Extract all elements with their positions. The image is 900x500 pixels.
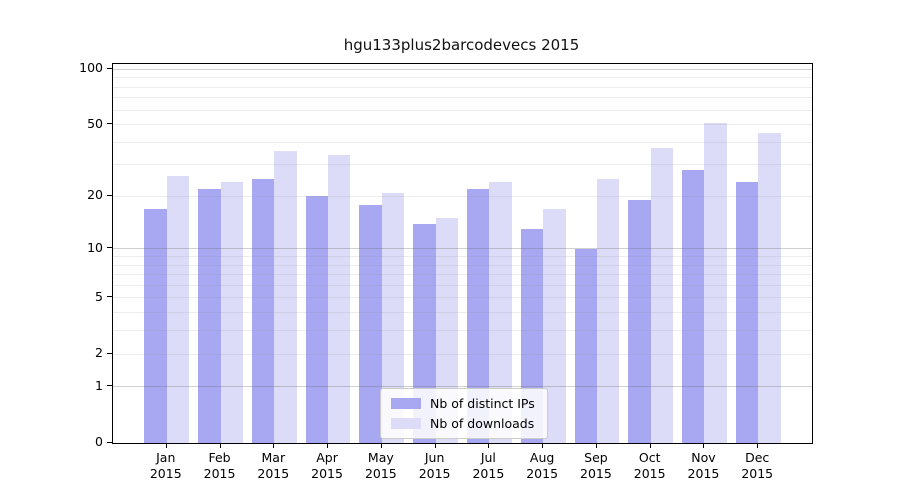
bar-distinct-ips-jul-2015: [466, 189, 490, 443]
bar-distinct-ips-sep-2015: [574, 248, 597, 443]
gridline-100: [113, 68, 812, 70]
x-tick-mar-2015: [273, 443, 275, 448]
x-tick-label-oct-2015: Oct 2015: [633, 450, 666, 481]
chart-title: hgu133plus2barcodevecs 2015: [343, 36, 580, 54]
x-tick-label-nov-2015: Nov 2015: [687, 450, 720, 481]
gridline-60: [113, 109, 812, 111]
gridline-70: [113, 97, 812, 99]
legend: Nb of distinct IPs Nb of downloads: [380, 388, 548, 439]
y-tick-label-0: 0: [95, 434, 103, 449]
y-tick-label-1: 1: [95, 377, 103, 393]
plot-area: Nb of distinct IPs Nb of downloads: [112, 63, 813, 444]
x-tick-label-mar-2015: Mar 2015: [257, 450, 290, 481]
x-tick-jun-2015: [434, 443, 436, 448]
x-tick-jan-2015: [165, 443, 167, 448]
y-tick-5: [107, 296, 112, 298]
y-tick-20: [107, 194, 112, 196]
bar-distinct-ips-nov-2015: [682, 170, 705, 443]
x-tick-may-2015: [380, 443, 382, 448]
bar-downloads-mar-2015: [274, 150, 297, 443]
bar-distinct-ips-may-2015: [359, 204, 382, 443]
x-tick-label-may-2015: May 2015: [364, 450, 397, 481]
y-tick-label-5: 5: [95, 288, 103, 304]
x-tick-label-feb-2015: Feb 2015: [203, 450, 236, 481]
bar-downloads-jun-2015: [435, 218, 458, 443]
y-tick-100: [107, 67, 112, 69]
x-tick-label-jul-2015: Jul 2015: [472, 450, 505, 481]
gridline-90: [113, 77, 812, 79]
y-tick-2: [107, 352, 112, 354]
bar-downloads-sep-2015: [596, 179, 620, 443]
legend-swatch-distinct-ips: [391, 398, 421, 409]
bar-downloads-jan-2015: [166, 176, 190, 443]
x-tick-label-apr-2015: Apr 2015: [311, 450, 343, 481]
y-tick-50: [107, 123, 112, 125]
bar-downloads-may-2015: [381, 192, 405, 443]
y-tick-label-10: 10: [87, 239, 103, 255]
gridline-80: [113, 86, 812, 88]
y-tick-label-50: 50: [87, 115, 103, 131]
y-tick-label-2: 2: [95, 345, 103, 361]
y-tick-10: [107, 247, 112, 249]
bar-downloads-feb-2015: [220, 182, 243, 443]
y-tick-label-100: 100: [79, 60, 103, 76]
x-tick-nov-2015: [703, 443, 705, 448]
bar-downloads-jul-2015: [489, 182, 512, 443]
x-tick-label-dec-2015: Dec 2015: [741, 450, 774, 481]
x-tick-feb-2015: [219, 443, 221, 448]
bar-downloads-nov-2015: [704, 122, 727, 443]
x-tick-apr-2015: [327, 443, 329, 448]
bar-distinct-ips-jan-2015: [144, 208, 167, 443]
bar-distinct-ips-mar-2015: [251, 179, 275, 443]
x-tick-jul-2015: [488, 443, 490, 448]
legend-label-downloads: Nb of downloads: [430, 416, 535, 431]
bar-distinct-ips-apr-2015: [305, 196, 329, 443]
bar-distinct-ips-dec-2015: [735, 182, 759, 443]
bar-downloads-oct-2015: [650, 148, 674, 443]
bar-distinct-ips-feb-2015: [198, 189, 221, 443]
x-tick-dec-2015: [757, 443, 759, 448]
x-tick-sep-2015: [595, 443, 597, 448]
bar-downloads-aug-2015: [543, 208, 566, 443]
y-tick-1: [107, 385, 112, 387]
x-tick-label-jan-2015: Jan 2015: [149, 450, 182, 481]
legend-swatch-downloads: [391, 418, 421, 429]
bar-downloads-dec-2015: [758, 132, 781, 443]
x-tick-label-aug-2015: Aug 2015: [526, 450, 559, 481]
bar-downloads-apr-2015: [328, 155, 351, 443]
bar-distinct-ips-oct-2015: [628, 200, 651, 443]
x-tick-label-jun-2015: Jun 2015: [418, 450, 451, 481]
legend-label-distinct-ips: Nb of distinct IPs: [430, 396, 535, 411]
x-tick-label-sep-2015: Sep 2015: [580, 450, 612, 481]
x-tick-aug-2015: [542, 443, 544, 448]
legend-item-downloads: Nb of downloads: [391, 416, 535, 431]
legend-item-distinct-ips: Nb of distinct IPs: [391, 396, 535, 411]
x-tick-oct-2015: [649, 443, 651, 448]
y-tick-0: [107, 441, 112, 443]
y-tick-label-20: 20: [87, 187, 103, 203]
